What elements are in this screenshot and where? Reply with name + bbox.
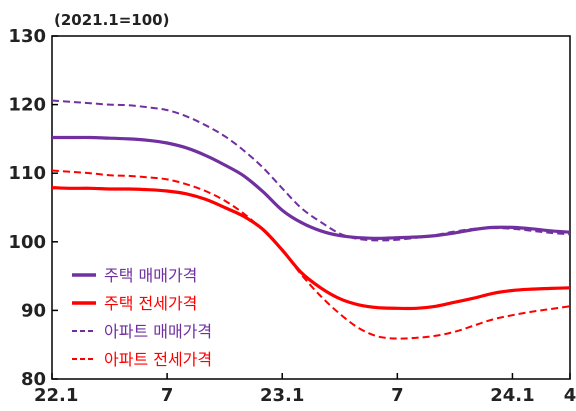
legend-label-apt-jeonse: 아파트 전세가격	[104, 350, 212, 369]
y-tick-label: 90	[21, 300, 46, 321]
x-tick-label: 7	[391, 385, 404, 406]
y-tick-label: 100	[8, 232, 46, 253]
x-tick-label: 7	[161, 385, 174, 406]
unit-label: (2021.1=100)	[54, 11, 169, 29]
x-axis: 22.1 7 23.1 7 24.1 4	[34, 373, 576, 406]
legend-label-house-jeonse: 주택 전세가격	[104, 294, 197, 313]
x-tick-label: 22.1	[34, 385, 78, 406]
series-line-apt-jeonse	[51, 169, 571, 340]
y-tick-label: 80	[21, 369, 46, 390]
plot-frame	[51, 35, 571, 380]
y-tick-label: 120	[8, 95, 46, 116]
x-tick-label: 23.1	[260, 385, 304, 406]
y-axis: 80 90 100 110 120 130	[8, 26, 58, 390]
series-line-house-jeonse	[51, 186, 571, 311]
legend-label-house-sale: 주택 매매가격	[104, 266, 197, 285]
x-tick-label: 24.1	[490, 385, 534, 406]
x-tick-label: 4	[564, 385, 576, 406]
legend-label-apt-sale: 아파트 매매가격	[104, 322, 212, 341]
y-tick-label: 110	[8, 163, 46, 184]
series-lines	[51, 99, 571, 340]
series-line-apt-sale	[51, 99, 571, 242]
y-tick-label: 130	[8, 26, 46, 47]
